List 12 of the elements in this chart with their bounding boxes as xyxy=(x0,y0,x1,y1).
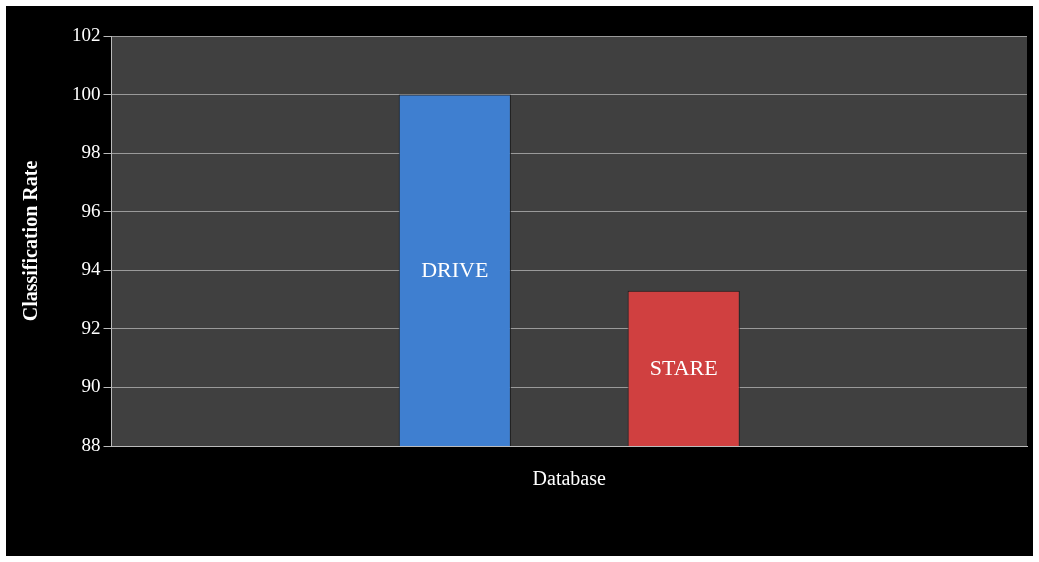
series-label: STARE xyxy=(649,355,718,382)
y-tick-label: 98 xyxy=(81,141,101,163)
series-label: DRIVE xyxy=(421,257,489,284)
y-tick-label: 94 xyxy=(81,258,101,280)
y-tick-label: 102 xyxy=(72,23,101,45)
y-tick-label: 100 xyxy=(72,82,101,104)
y-tick-label: 88 xyxy=(81,433,101,455)
y-axis-title: Classification Rate xyxy=(19,160,42,322)
y-tick-label: 90 xyxy=(81,375,101,397)
x-tick-label: Database xyxy=(532,467,607,490)
y-tick-label: 96 xyxy=(81,199,101,221)
y-tick-label: 92 xyxy=(81,316,101,338)
